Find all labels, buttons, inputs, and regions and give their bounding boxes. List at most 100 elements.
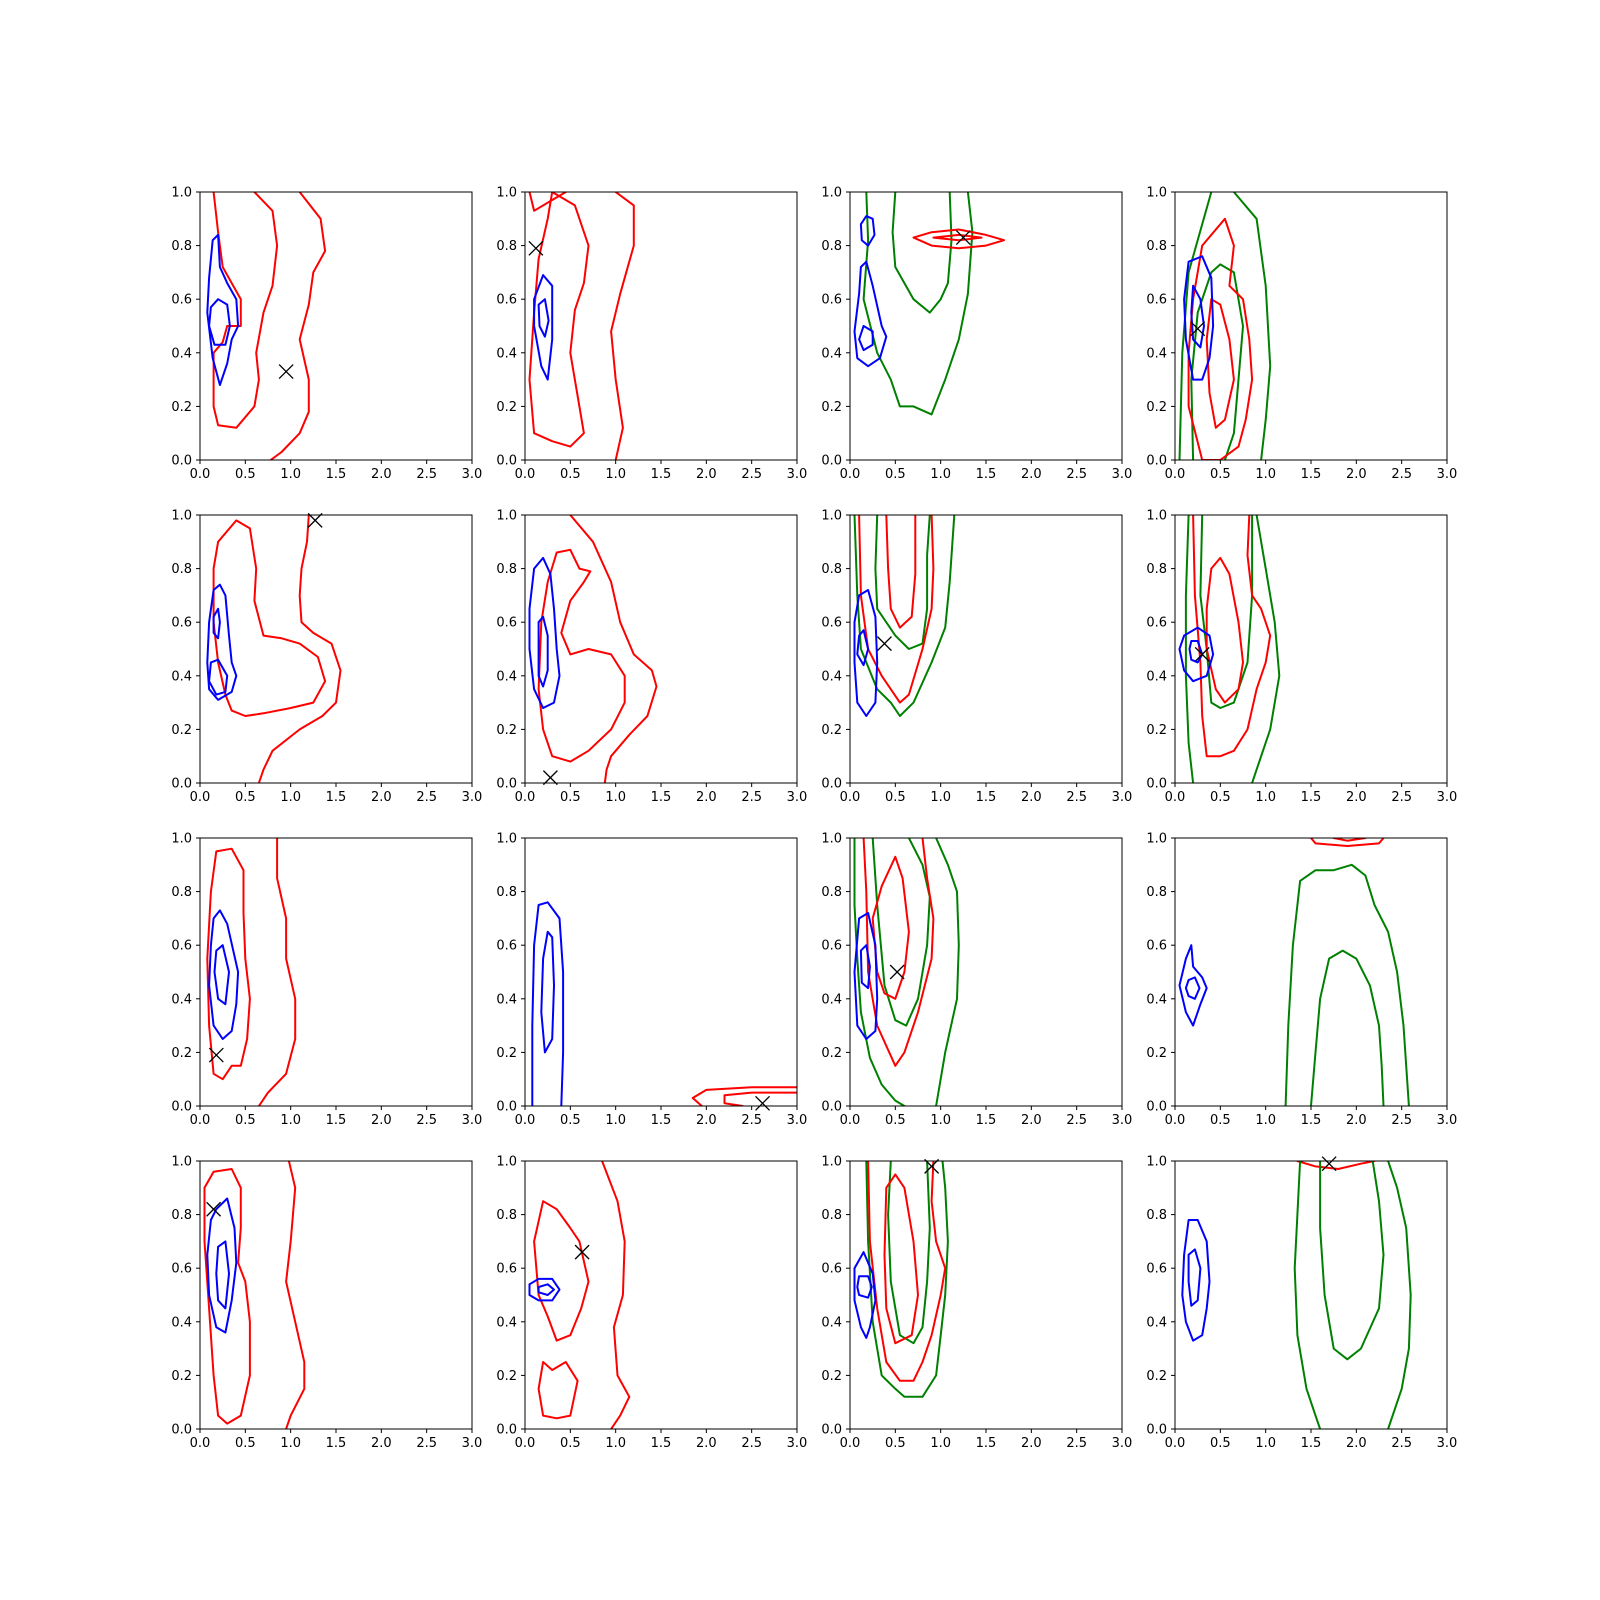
x-tick-label: 0.0 (1165, 1113, 1186, 1128)
marker-x (1194, 646, 1210, 662)
y-tick-label: 0.4 (496, 669, 517, 684)
y-tick-label: 0.0 (171, 777, 192, 792)
x-tick-label: 1.5 (651, 1113, 672, 1128)
y-tick-label: 0.0 (1146, 454, 1167, 469)
contour-line-blue (1183, 255, 1215, 381)
x-tick-label: 1.5 (1301, 790, 1322, 805)
y-tick-label: 0.0 (821, 1100, 842, 1115)
marker-x (528, 240, 544, 256)
y-tick-label: 0.2 (821, 723, 842, 738)
x-tick-label: 1.5 (976, 1436, 997, 1451)
x-tick-label: 3.0 (787, 1113, 808, 1128)
x-tick-label: 0.0 (190, 1436, 211, 1451)
marker-x (307, 512, 323, 528)
contour-line-blue (206, 583, 238, 701)
contour-line-red (1192, 515, 1272, 758)
x-tick-label: 0.5 (560, 1436, 581, 1451)
x-tick-label: 0.0 (1165, 467, 1186, 482)
subplot-r1c4: 0.0 0.5 1.0 1.5 2.0 2.5 3.0 0.0 0.2 0.4 0.6 0.8 1.0 (1146, 186, 1457, 483)
y-tick-label: 0.6 (496, 1262, 517, 1277)
x-tick-label: 0.0 (190, 1113, 211, 1128)
x-tick-label: 0.0 (1165, 790, 1186, 805)
x-tick-label: 3.0 (787, 1436, 808, 1451)
x-tick-label: 2.5 (1391, 1113, 1412, 1128)
x-tick-label: 3.0 (462, 467, 483, 482)
contour-group (853, 1161, 949, 1398)
x-tick-label: 1.0 (280, 790, 301, 805)
x-tick-label: 0.5 (885, 790, 906, 805)
x-tick-label: 2.5 (1391, 467, 1412, 482)
contour-line-green (865, 1161, 949, 1398)
contour-line-green (1284, 863, 1410, 1106)
marker-x (955, 230, 971, 246)
y-tick-label: 0.8 (496, 239, 517, 254)
y-tick-label: 0.2 (496, 723, 517, 738)
x-tick-label: 2.0 (1021, 790, 1042, 805)
x-tick-label: 2.0 (1346, 467, 1367, 482)
contour-line-blue (1188, 640, 1204, 664)
axes-frame (849, 191, 1123, 461)
y-tick-label: 1.0 (496, 1155, 517, 1170)
x-tick-label: 1.0 (1255, 467, 1276, 482)
y-tick-label: 0.0 (171, 1423, 192, 1438)
contour-line-green (862, 192, 974, 416)
x-tick-label: 2.0 (696, 467, 717, 482)
contour-line-blue (853, 589, 879, 717)
axes-frame (524, 191, 798, 461)
y-tick-label: 0.0 (821, 454, 842, 469)
contour-line-blue (206, 1197, 238, 1334)
x-tick-label: 2.0 (371, 1113, 392, 1128)
contour-line-blue (208, 298, 231, 346)
contour-line-red (723, 1091, 797, 1106)
contour-group (1178, 192, 1272, 460)
contour-line-red (257, 838, 297, 1106)
contour-line-blue (533, 274, 554, 381)
y-tick-label: 0.6 (1146, 293, 1167, 308)
x-tick-label: 0.0 (1165, 1436, 1186, 1451)
x-tick-label: 2.0 (1346, 1113, 1367, 1128)
x-tick-label: 1.0 (930, 790, 951, 805)
x-tick-label: 0.0 (515, 790, 536, 805)
y-tick-label: 1.0 (496, 186, 517, 201)
y-tick-label: 1.0 (821, 832, 842, 847)
x-tick-label: 3.0 (1112, 1113, 1133, 1128)
x-tick-label: 1.0 (930, 1436, 951, 1451)
contour-line-red (691, 1086, 797, 1106)
x-tick-label: 1.0 (930, 467, 951, 482)
y-tick-label: 0.6 (821, 293, 842, 308)
x-tick-label: 1.0 (1255, 1436, 1276, 1451)
y-tick-label: 0.6 (496, 293, 517, 308)
marker-x (889, 964, 905, 980)
y-tick-label: 0.0 (821, 777, 842, 792)
y-tick-label: 0.4 (821, 669, 842, 684)
x-tick-label: 1.5 (326, 467, 347, 482)
contour-line-red (203, 1168, 251, 1425)
x-tick-label: 1.0 (605, 467, 626, 482)
x-tick-label: 2.0 (1021, 467, 1042, 482)
contour-group (528, 515, 658, 783)
x-tick-label: 2.5 (741, 790, 762, 805)
marker-x (278, 364, 294, 380)
y-tick-label: 0.4 (496, 1315, 517, 1330)
contour-line-red (537, 548, 626, 763)
contour-line-green (1251, 515, 1281, 783)
x-tick-label: 0.0 (840, 1113, 861, 1128)
x-tick-label: 1.5 (651, 790, 672, 805)
marker-x (208, 1047, 224, 1063)
contour-group (1178, 515, 1281, 783)
contour-line-red (533, 1200, 590, 1342)
x-tick-label: 1.5 (326, 790, 347, 805)
y-tick-label: 0.4 (821, 346, 842, 361)
x-tick-label: 1.0 (280, 1436, 301, 1451)
contour-line-green (1310, 949, 1385, 1106)
y-tick-label: 1.0 (821, 1155, 842, 1170)
x-tick-label: 2.5 (741, 1436, 762, 1451)
contour-line-green (887, 1161, 931, 1345)
axes-frame (524, 1160, 798, 1430)
marker-x (1190, 321, 1206, 337)
y-tick-label: 0.0 (496, 454, 517, 469)
x-tick-label: 0.5 (885, 1113, 906, 1128)
y-tick-label: 0.6 (821, 616, 842, 631)
y-tick-label: 1.0 (171, 509, 192, 524)
contour-line-blue (1181, 1219, 1211, 1342)
